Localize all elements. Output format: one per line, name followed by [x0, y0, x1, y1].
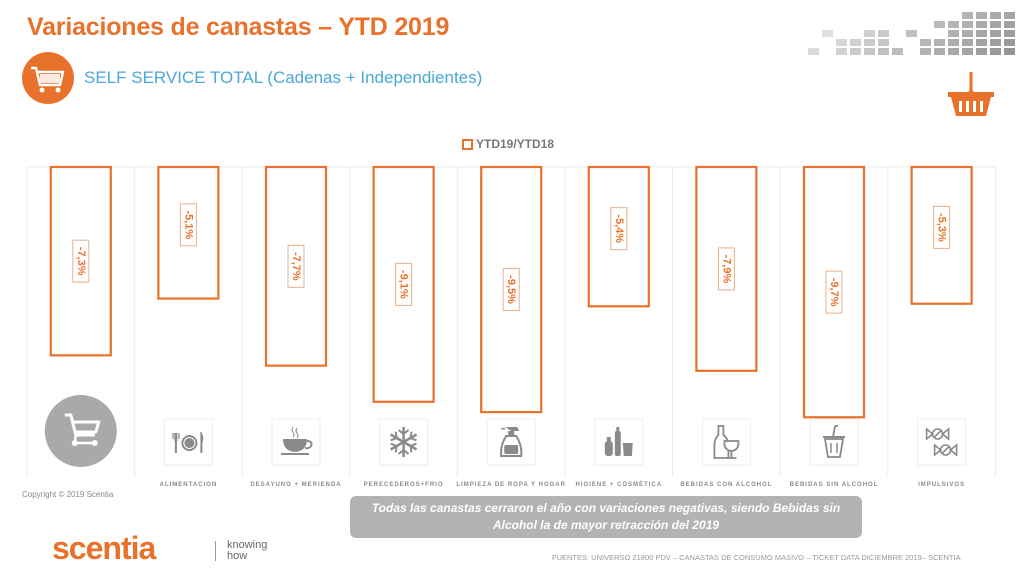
spray-bottle-icon: [500, 427, 523, 457]
pixel-square: [976, 12, 987, 19]
pixel-square: [878, 48, 889, 55]
coffee-cup-icon: [281, 426, 313, 455]
pixel-square: [990, 48, 1001, 55]
category-label: HIGIENE + COSMÉTICA: [576, 480, 663, 488]
pixel-square: [836, 39, 847, 46]
legend-swatch: [462, 138, 473, 150]
data-label: -5,1%: [182, 210, 194, 239]
cosmetics-bottles-icon: [604, 427, 633, 456]
pixel-square: [976, 39, 987, 46]
category-label: IMPULSIVOS: [918, 482, 965, 488]
pixel-square: [1004, 21, 1015, 28]
scentia-logo: scentia: [52, 530, 156, 566]
pixel-square: [948, 30, 959, 37]
data-label-box: [825, 270, 843, 314]
shopping-cart-icon: [22, 52, 74, 104]
pixel-square: [962, 48, 973, 55]
insight-callout: Todas las canastas cerraron el año con v…: [350, 496, 862, 538]
pixel-square: [892, 48, 903, 55]
pixel-square: [1004, 12, 1015, 19]
shopping-basket-icon: [946, 72, 996, 123]
chart-subtitle: SELF SERVICE TOTAL (Cadenas + Independie…: [84, 68, 483, 87]
pixel-square: [850, 48, 861, 55]
copyright-text: Copyright © 2019 Scentia: [22, 490, 114, 499]
icon-frame: [917, 418, 967, 466]
data-label: -5,4%: [613, 214, 625, 243]
logo-divider: [215, 541, 216, 561]
pixel-square: [948, 39, 959, 46]
pixel-square: [962, 39, 973, 46]
data-label-box: [502, 268, 520, 312]
page-title: Variaciones de canastas – YTD 2019: [27, 13, 450, 41]
data-label: -7,3%: [75, 247, 87, 276]
pixel-square: [990, 12, 1001, 19]
pixel-square: [1004, 39, 1015, 46]
pixel-square: [976, 21, 987, 28]
pixel-square: [948, 21, 959, 28]
pixel-square: [962, 21, 973, 28]
pixel-square: [864, 39, 875, 46]
category-label: LIMPIEZA DE ROPA Y HOGAR: [456, 482, 566, 488]
data-label: -7,7%: [290, 252, 302, 281]
pixel-square: [934, 21, 945, 28]
icon-frame: [486, 418, 536, 466]
category-label: ALIMENTACION: [160, 482, 218, 488]
candy-icon: [925, 427, 958, 457]
pixel-square: [878, 30, 889, 37]
sources-text: FUENTES: UNIVERSO 21800 PDV – CANASTAS D…: [552, 553, 961, 562]
pixel-square: [934, 39, 945, 46]
data-label-box: [933, 205, 951, 249]
bar-chart: -7,3% -5,1% ALIMENTACION -7,7% DESAYUNO +…: [26, 165, 996, 488]
data-label-box: [72, 239, 90, 283]
data-label: -9,7%: [828, 278, 840, 307]
data-label: -9,1%: [398, 270, 410, 299]
snowflake-icon: [389, 427, 418, 457]
icon-frame: [809, 418, 859, 466]
pixel-square: [948, 48, 959, 55]
wine-bottle-glass-icon: [713, 425, 740, 459]
category-label: BEBIDAS CON ALCOHOL: [680, 482, 772, 488]
insight-text: Todas las canastas cerraron el año con v…: [371, 501, 841, 532]
pixel-square: [920, 39, 931, 46]
data-label: -9,5%: [505, 275, 517, 304]
soda-cup-straw-icon: [823, 425, 845, 458]
pixel-square: [1004, 48, 1015, 55]
decorative-pixel-pattern: [808, 12, 1015, 55]
shopping-cart-glyph: [64, 413, 101, 446]
category-label: BEBIDAS SIN ALCOHOL: [790, 482, 879, 488]
pixel-square: [976, 48, 987, 55]
pixel-square: [934, 48, 945, 55]
pixel-square: [976, 30, 987, 37]
data-label-box: [717, 247, 735, 291]
data-label-box: [395, 262, 413, 306]
pixel-square: [864, 30, 875, 37]
pixel-square: [962, 12, 973, 19]
pixel-square: [850, 39, 861, 46]
pixel-square: [990, 30, 1001, 37]
plate-cutlery-icon: [172, 432, 204, 453]
legend-label: YTD19/YTD18: [476, 137, 555, 151]
data-label: -5,3%: [936, 213, 948, 242]
category-label: PERECEDEROS+FRIO: [364, 482, 444, 488]
pixel-square: [864, 48, 875, 55]
pixel-square: [906, 30, 917, 37]
pixel-square: [962, 30, 973, 37]
data-label-box: [179, 203, 197, 247]
pixel-square: [990, 21, 1001, 28]
data-label-box: [610, 207, 628, 251]
chart-legend: YTD19/YTD18: [462, 137, 554, 151]
pixel-square: [808, 48, 819, 55]
pixel-square: [878, 39, 889, 46]
pixel-square: [1004, 30, 1015, 37]
pixel-square: [920, 48, 931, 55]
pixel-square: [836, 48, 847, 55]
pixel-square: [990, 39, 1001, 46]
data-label-box: [287, 244, 305, 288]
bar: [587, 165, 650, 308]
data-label: -7,9%: [720, 255, 732, 284]
pixel-square: [822, 30, 833, 37]
category-label: DESAYUNO + MERIENDA: [250, 482, 341, 488]
logo-tagline: knowing how: [227, 539, 268, 562]
